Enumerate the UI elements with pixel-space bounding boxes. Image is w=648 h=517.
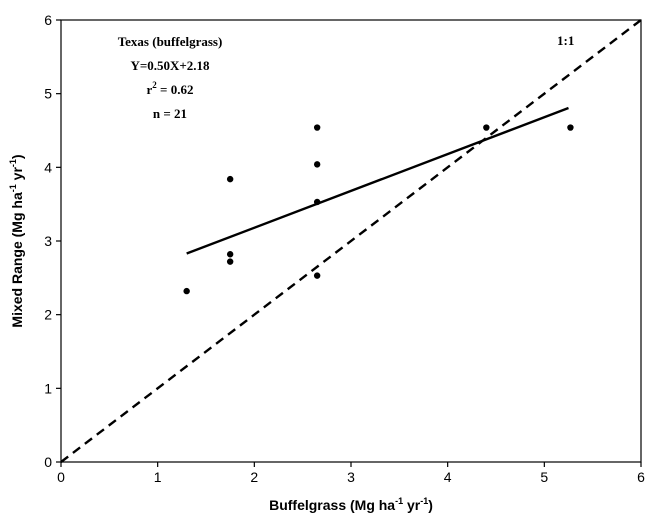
x-axis-title-sup2: -1 [420, 496, 428, 506]
y-tick-label: 2 [44, 307, 52, 323]
data-point [313, 124, 321, 131]
x-axis-ticks: 0 1 2 3 4 5 6 [57, 462, 645, 485]
y-tick-label: 5 [44, 86, 52, 102]
y-tick-label: 3 [44, 233, 52, 249]
x-axis-title-sup1: -1 [395, 496, 403, 506]
regression-line [186, 106, 569, 255]
stats-annotation: Texas (buffelgrass) Y=0.50X+2.18 r2 = 0.… [118, 34, 223, 121]
y-axis-title-sup2: -1 [8, 159, 18, 167]
identity-line-label: 1:1 [557, 33, 574, 48]
data-points [183, 124, 574, 295]
annotation-equation: Y=0.50X+2.18 [130, 58, 210, 73]
data-point [313, 272, 321, 279]
data-point [226, 258, 234, 265]
x-axis-title-main: Buffelgrass (Mg ha [269, 497, 395, 513]
annotation-title: Texas (buffelgrass) [118, 34, 223, 49]
annotation-r-squared: r2 = 0.62 [147, 80, 194, 97]
data-point [226, 175, 234, 183]
x-axis-title: Buffelgrass (Mg ha-1 yr-1) [269, 496, 433, 513]
x-tick-label: 1 [154, 469, 162, 485]
data-point [226, 251, 234, 258]
y-axis-title-mid: yr [9, 167, 25, 185]
annotation-n: n = 21 [153, 106, 187, 121]
x-axis-title-mid: yr [403, 497, 421, 513]
y-tick-label: 1 [44, 380, 52, 396]
data-point [313, 161, 321, 168]
y-axis-title-sup1: -1 [8, 184, 18, 192]
r-symbol: r [147, 82, 153, 97]
data-point [183, 287, 190, 295]
y-axis-title: Mixed Range (Mg ha-1 yr-1) [8, 154, 25, 327]
x-axis-title-end: ) [428, 497, 433, 513]
y-axis-title-main: Mixed Range (Mg ha [9, 192, 25, 328]
x-tick-label: 5 [540, 469, 548, 485]
y-tick-label: 0 [44, 454, 52, 470]
x-tick-label: 4 [444, 469, 452, 485]
data-point [313, 198, 321, 206]
x-tick-label: 3 [347, 469, 355, 485]
y-axis-title-end: ) [9, 154, 25, 159]
data-point [567, 124, 574, 131]
y-axis-ticks: 0 1 2 3 4 5 6 [44, 12, 61, 470]
r-squared-superscript: 2 [152, 80, 157, 90]
r-squared-value: = 0.62 [157, 82, 194, 97]
x-tick-label: 2 [250, 469, 258, 485]
data-point [483, 124, 490, 131]
y-tick-label: 6 [44, 12, 52, 28]
y-tick-label: 4 [44, 159, 52, 175]
identity-line-1-to-1 [60, 19, 642, 463]
x-tick-label: 0 [57, 469, 65, 485]
x-tick-label: 6 [637, 469, 645, 485]
